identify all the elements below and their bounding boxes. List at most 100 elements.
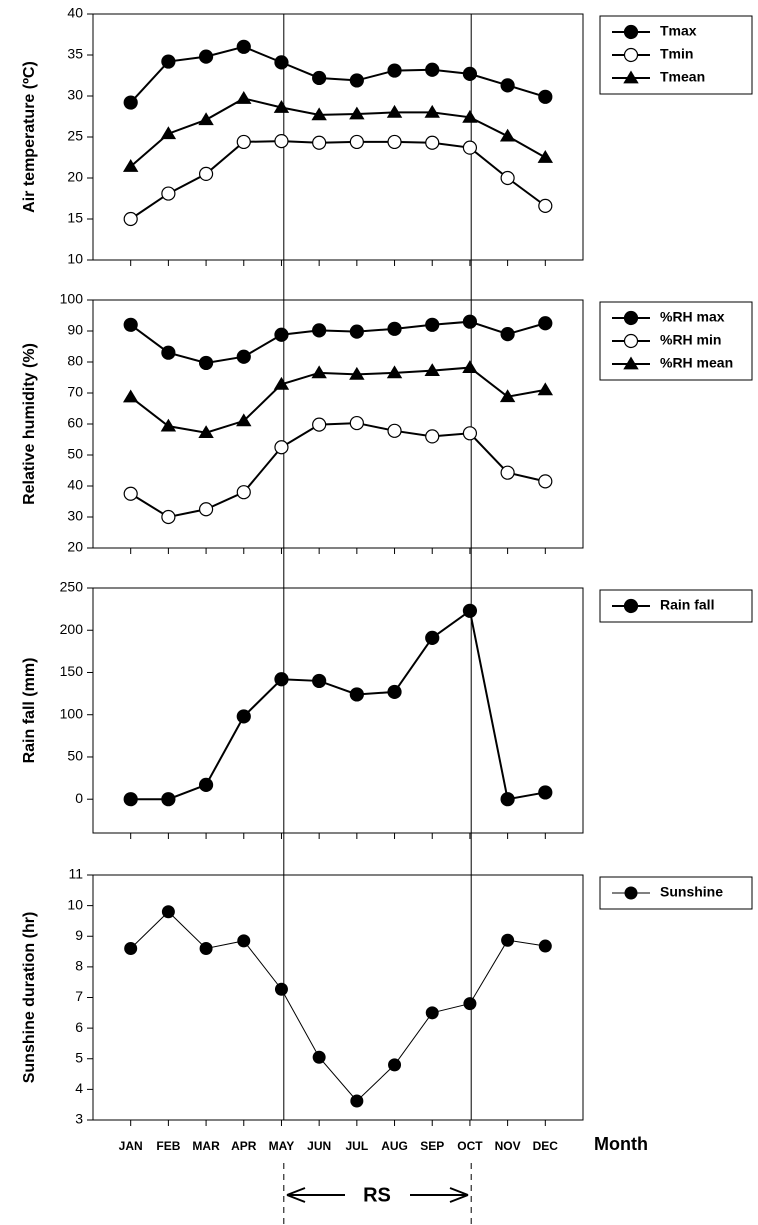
point [198, 777, 214, 792]
point [500, 170, 515, 186]
point [349, 106, 365, 120]
point [273, 376, 290, 390]
y-tick-label: 0 [75, 790, 83, 806]
y-tick-label: 7 [75, 988, 83, 1004]
series-line [130, 320, 546, 364]
y-tick-label: 10 [67, 896, 83, 912]
point [425, 1006, 439, 1020]
point [537, 382, 554, 396]
point [198, 355, 214, 371]
point [237, 934, 251, 948]
legend-marker [623, 70, 639, 84]
y-axis-label: Sunshine duration (hr) [21, 912, 38, 1084]
point [122, 159, 139, 172]
point [274, 672, 289, 687]
legend-label: %RH max [660, 309, 725, 325]
point [538, 316, 553, 331]
point [424, 104, 440, 118]
point [463, 997, 477, 1011]
y-tick-label: 8 [75, 958, 83, 974]
legend-marker [623, 356, 639, 370]
point [538, 89, 553, 104]
x-tick-label: FEB [156, 1139, 180, 1153]
y-tick-label: 20 [67, 539, 83, 555]
point [236, 39, 251, 54]
point [312, 673, 327, 689]
y-tick-label: 10 [67, 251, 83, 267]
y-tick-label: 90 [67, 322, 83, 338]
point [123, 486, 138, 501]
x-tick-label: MAY [269, 1139, 295, 1153]
point [500, 792, 515, 807]
point [161, 905, 175, 919]
y-tick-label: 200 [60, 621, 84, 637]
legend-marker [623, 333, 639, 349]
point [312, 323, 327, 338]
y-tick-label: 30 [67, 87, 83, 103]
y-tick-label: 40 [67, 5, 83, 21]
y-tick-label: 80 [67, 353, 83, 369]
point [538, 785, 553, 800]
point [462, 603, 478, 618]
y-tick-label: 30 [67, 508, 83, 524]
legend-label: %RH min [660, 332, 721, 348]
point [538, 939, 552, 953]
x-tick-label: SEP [420, 1139, 444, 1153]
point [199, 942, 213, 955]
point [312, 135, 327, 150]
point [499, 389, 516, 403]
y-tick-label: 20 [67, 169, 83, 185]
x-axis-label: Month [594, 1134, 648, 1154]
annotation: RS [363, 1184, 391, 1206]
x-tick-label: JUL [346, 1139, 369, 1153]
legend-label: Tmean [660, 69, 705, 85]
x-tick-label: NOV [495, 1139, 521, 1153]
point [462, 66, 478, 81]
point [236, 349, 251, 364]
y-axis-label: Air temperature (ºC) [21, 61, 38, 213]
y-tick-label: 35 [67, 46, 83, 62]
point [198, 166, 214, 181]
point [274, 982, 288, 996]
rs-guides [283, 14, 472, 1225]
point [349, 134, 364, 150]
point [425, 317, 440, 332]
legend-marker [623, 310, 639, 326]
point [198, 112, 214, 126]
point [236, 709, 251, 724]
point [538, 198, 553, 213]
point [349, 73, 364, 88]
point [500, 465, 515, 480]
y-tick-label: 25 [67, 128, 83, 144]
x-tick-label: MAR [192, 1139, 220, 1153]
point [123, 211, 138, 227]
point [388, 1058, 402, 1072]
series-line [130, 911, 546, 1102]
point [387, 321, 402, 336]
legend-label: Rain fall [660, 597, 714, 613]
y-tick-label: 40 [67, 477, 83, 493]
point [425, 630, 440, 645]
point [236, 90, 252, 104]
point [501, 933, 515, 947]
y-tick-label: 250 [60, 579, 84, 595]
point [236, 134, 251, 150]
arrow-head [286, 1187, 306, 1203]
point [387, 63, 402, 78]
point [462, 360, 478, 373]
x-tick-label: DEC [533, 1139, 559, 1153]
point [122, 389, 139, 403]
point [386, 365, 403, 379]
point [500, 78, 515, 93]
y-tick-label: 6 [75, 1019, 83, 1035]
point [387, 134, 402, 150]
y-tick-label: 70 [67, 384, 83, 400]
point [312, 1050, 326, 1064]
y-tick-label: 11 [68, 866, 83, 882]
point [424, 363, 440, 377]
point [161, 345, 176, 360]
point [425, 135, 440, 150]
point [274, 440, 289, 455]
y-tick-label: 9 [75, 927, 83, 943]
